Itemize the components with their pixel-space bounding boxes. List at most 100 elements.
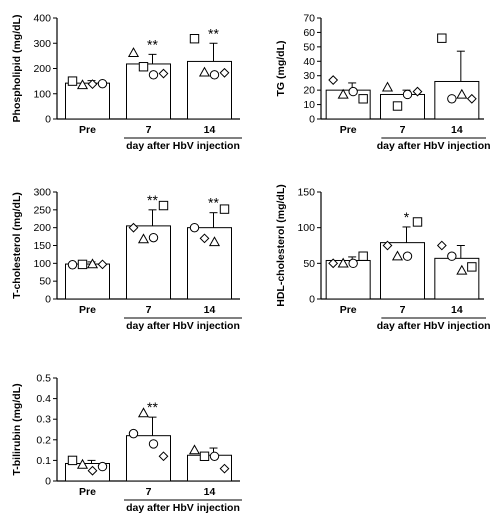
data-point-triangle — [137, 233, 150, 244]
data-point-diamond — [87, 465, 98, 476]
data-point-square — [189, 34, 200, 44]
data-point-square — [358, 251, 368, 261]
data-point-triangle — [208, 236, 221, 247]
bar — [380, 93, 425, 120]
data-point-circle — [97, 461, 108, 472]
data-point-diamond — [219, 67, 230, 78]
y-tick-label: 200 — [33, 222, 51, 234]
chart-panel-5: 0 0.1 0.2 0.3 0.4 0.5 T-bilirubin (mg/dL) Pre **… — [11, 373, 242, 514]
data-point-square — [219, 204, 230, 214]
y-tick-label: 50 — [39, 276, 51, 288]
data-point-diamond — [466, 93, 477, 104]
data-point-square — [67, 76, 78, 86]
x-axis-label: day after HbV injection — [126, 140, 240, 152]
y-tick-label: 300 — [33, 187, 51, 199]
x-axis-label: day after HbV injection — [126, 502, 240, 514]
y-tick-label: 0.3 — [36, 414, 51, 426]
data-point-square — [437, 33, 447, 43]
data-point-circle — [128, 428, 139, 439]
bar — [126, 225, 171, 300]
data-point-diamond — [436, 240, 447, 251]
x-tick-label: 14 — [451, 124, 463, 136]
data-point-circle — [148, 232, 159, 243]
significance-label: ** — [208, 195, 219, 211]
y-tick-label: 100 — [33, 258, 51, 270]
data-point-triangle — [76, 79, 89, 90]
x-tick-label: 7 — [146, 304, 152, 316]
bar — [65, 82, 110, 120]
data-point-triangle — [198, 66, 211, 77]
data-point-circle — [402, 251, 413, 261]
data-point-square — [158, 200, 169, 211]
data-point-circle — [209, 70, 220, 80]
data-point-circle — [348, 258, 358, 269]
data-point-triangle — [391, 250, 404, 261]
significance-label: ** — [147, 192, 158, 208]
bar — [187, 227, 232, 300]
data-point-triangle — [137, 407, 150, 418]
y-axis-label: T-bilirubin (mg/dL) — [11, 383, 23, 475]
significance-label: ** — [147, 399, 158, 415]
data-point-diamond — [219, 463, 230, 474]
y-tick-label: 150 — [33, 240, 51, 252]
data-point-diamond — [87, 79, 98, 90]
bar — [65, 263, 110, 300]
data-point-triangle — [127, 47, 140, 58]
y-axis-label: TG (mg/dL) — [275, 41, 287, 97]
data-point-square — [358, 94, 368, 104]
data-point-diamond — [158, 68, 169, 79]
x-tick-label: Pre — [79, 124, 96, 136]
data-point-diamond — [97, 259, 108, 270]
data-point-triangle — [337, 257, 349, 268]
y-tick-label: 0.1 — [36, 455, 51, 467]
x-tick-label: 14 — [451, 304, 463, 316]
y-tick-label: 40 — [303, 56, 315, 68]
y-tick-label: 100 — [33, 88, 51, 100]
data-point-triangle — [456, 88, 468, 99]
data-point-circle — [148, 70, 159, 80]
data-point-circle — [97, 78, 108, 89]
y-tick-label: 50 — [303, 41, 315, 53]
chart-panel-4: 0 50 100 150 HDL-cholesterol (mg/dL) Pre * 7 14 d… — [275, 184, 491, 332]
data-point-square — [467, 262, 477, 272]
data-point-square — [199, 451, 210, 461]
y-tick-label: 70 — [303, 13, 315, 25]
bar — [380, 242, 425, 300]
data-point-circle — [402, 89, 413, 100]
x-tick-label: Pre — [79, 304, 96, 316]
x-tick-label: 7 — [146, 486, 152, 498]
x-axis-label: day after HbV injection — [126, 320, 240, 332]
significance-label: ** — [147, 36, 158, 52]
y-tick-label: 0 — [45, 114, 51, 126]
data-point-diamond — [412, 86, 423, 97]
y-axis-label: T-cholesterol (mg/dL) — [11, 192, 23, 299]
y-tick-label: 30 — [303, 70, 315, 82]
data-point-circle — [189, 222, 200, 233]
data-point-circle — [67, 260, 78, 270]
y-tick-label: 20 — [303, 85, 315, 97]
data-point-triangle — [86, 258, 99, 269]
x-tick-label: 7 — [146, 124, 152, 136]
x-tick-label: 7 — [400, 304, 406, 316]
y-tick-label: 100 — [297, 222, 315, 234]
y-tick-label: 0 — [45, 294, 51, 306]
y-tick-label: 0.5 — [36, 373, 51, 385]
data-point-diamond — [382, 240, 393, 251]
data-point-square — [412, 217, 423, 227]
y-tick-label: 0 — [309, 114, 315, 126]
y-tick-label: 60 — [303, 27, 315, 39]
y-tick-label: 150 — [297, 187, 315, 199]
x-axis-label: day after HbV injection — [377, 320, 491, 332]
significance-label: ** — [208, 25, 219, 41]
data-point-diamond — [328, 258, 339, 269]
data-point-diamond — [199, 233, 210, 244]
x-tick-label: Pre — [340, 304, 357, 316]
chart-panel-1: 0 100 200 300 400 Phospholipid (mg/dL) Pre ** 7 *… — [11, 13, 242, 152]
data-point-triangle — [337, 88, 349, 99]
y-tick-label: 50 — [303, 258, 315, 270]
y-tick-label: 300 — [33, 38, 51, 50]
y-tick-label: 250 — [33, 204, 51, 216]
data-point-circle — [348, 86, 358, 97]
x-axis-label: day after HbV injection — [377, 140, 491, 152]
